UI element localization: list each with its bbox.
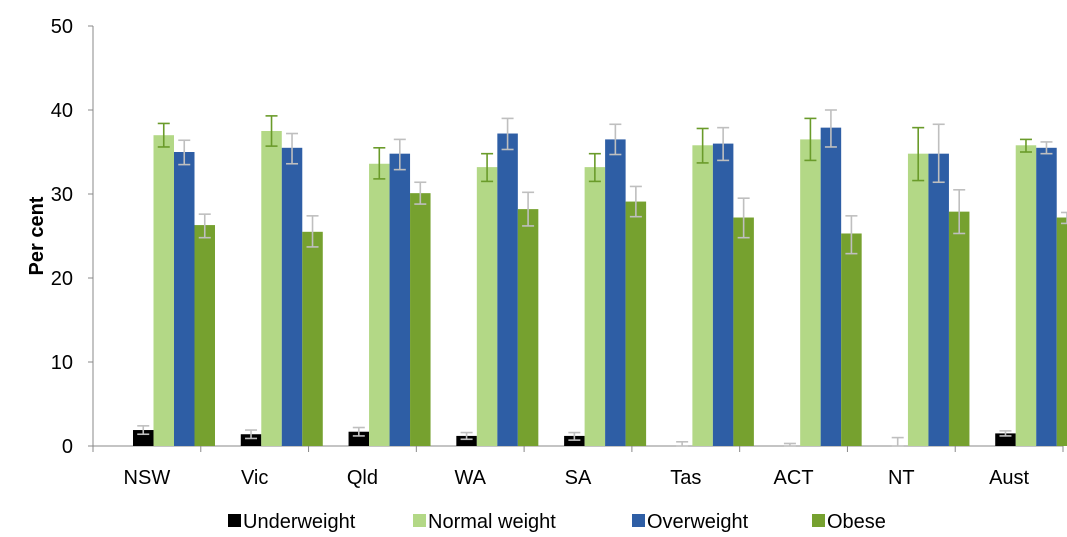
bar-normal-weight-nt — [907, 153, 929, 446]
y-tick-label: 20 — [51, 268, 73, 290]
error-bar — [568, 431, 581, 441]
error-bar — [157, 122, 170, 148]
x-tick-label: SA — [565, 467, 592, 489]
error-bar — [804, 117, 817, 162]
error-bar — [609, 123, 622, 156]
error-bar — [676, 440, 689, 447]
error-bar — [286, 132, 299, 165]
bar-normal-weight-sa — [584, 167, 606, 446]
x-tick-label: Qld — [347, 467, 378, 489]
legend-swatch — [632, 514, 645, 527]
y-tick-label: 30 — [51, 184, 73, 206]
bar-underweight-vic — [240, 434, 262, 446]
bar-normal-weight-aust — [1015, 145, 1037, 446]
bar-obese-aust — [1056, 217, 1067, 446]
error-bar — [460, 431, 473, 441]
bar-obese-qld — [410, 193, 431, 446]
legend-label: Obese — [827, 511, 886, 533]
error-bar — [178, 139, 191, 166]
bar-overweight-nsw — [174, 152, 195, 446]
bar-underweight-sa — [564, 435, 585, 446]
error-bar — [845, 215, 858, 255]
error-bar — [1019, 138, 1032, 153]
error-bar — [373, 147, 386, 180]
error-bar — [891, 436, 904, 447]
x-tick-label: Aust — [989, 467, 1029, 489]
x-tick-label: NT — [888, 467, 915, 489]
error-bar — [588, 152, 601, 183]
error-bar — [737, 197, 750, 239]
bar-normal-weight-vic — [261, 131, 282, 446]
y-tick-labels: 0 10 20 30 40 50 — [51, 16, 73, 458]
error-bar — [501, 117, 514, 151]
error-bar — [522, 191, 535, 227]
bar-normal-weight-wa — [476, 167, 498, 446]
bar-obese-wa — [517, 209, 539, 446]
bar-obese-vic — [302, 231, 323, 446]
bar-overweight-act — [820, 127, 842, 446]
legend-item-underweight: Underweight — [228, 511, 356, 533]
x-tick-label: WA — [454, 467, 486, 489]
bar-obese-sa — [625, 201, 647, 446]
error-bar — [265, 115, 278, 147]
error-bar — [306, 215, 319, 248]
bar-overweight-aust — [1036, 147, 1057, 447]
error-bar — [824, 109, 837, 148]
x-tick-labels: NSW Vic Qld WA SA Tas ACT NT Aust — [124, 467, 1030, 489]
error-bar — [352, 426, 365, 437]
error-bar — [717, 126, 730, 162]
bar-normal-weight-tas — [692, 145, 713, 446]
legend-item-obese: Obese — [812, 511, 886, 533]
y-tick-label: 0 — [62, 436, 73, 458]
error-bar — [999, 430, 1012, 437]
error-bar — [953, 189, 966, 235]
error-bar — [414, 181, 427, 205]
bar-obese-tas — [733, 217, 754, 446]
bar-underweight-wa — [456, 435, 477, 446]
error-bar — [696, 127, 709, 164]
legend-swatch — [413, 514, 426, 527]
bar-overweight-qld — [389, 153, 411, 446]
error-bar — [198, 213, 211, 239]
y-axis-label: Per cent — [26, 196, 48, 275]
error-bar — [629, 185, 642, 218]
x-tick-label: ACT — [774, 467, 814, 489]
legend-label: Overweight — [647, 511, 749, 533]
bar-normal-weight-act — [800, 139, 821, 446]
legend: Underweight Normal weight Overweight Obese — [228, 511, 886, 533]
error-bar — [783, 442, 796, 447]
bar-overweight-wa — [497, 133, 518, 446]
error-bar — [1040, 141, 1053, 155]
error-bar — [912, 126, 925, 182]
bars — [133, 127, 1067, 447]
bar-overweight-sa — [605, 139, 626, 446]
x-tick-label: Vic — [241, 467, 268, 489]
bar-normal-weight-nsw — [153, 135, 174, 446]
legend-item-overweight: Overweight — [632, 511, 749, 533]
bar-obese-nt — [948, 211, 970, 446]
y-tick-label: 10 — [51, 352, 73, 374]
bar-obese-act — [841, 233, 862, 446]
bar-overweight-vic — [281, 147, 303, 447]
x-tick-label: NSW — [124, 467, 171, 489]
legend-swatch — [228, 514, 241, 527]
error-bars — [137, 109, 1067, 447]
error-bar — [393, 138, 406, 171]
bar-overweight-tas — [712, 143, 734, 446]
bar-normal-weight-qld — [369, 163, 390, 446]
legend-label: Normal weight — [428, 511, 556, 533]
x-tick-label: Tas — [670, 467, 701, 489]
bar-obese-nsw — [194, 225, 215, 446]
bar-overweight-nt — [928, 153, 949, 446]
legend-item-normal-weight: Normal weight — [413, 511, 556, 533]
y-tick-label: 40 — [51, 100, 73, 122]
error-bar — [932, 123, 945, 184]
y-tick-label: 50 — [51, 16, 73, 38]
legend-swatch — [812, 514, 825, 527]
error-bar — [245, 429, 258, 440]
error-bar — [481, 152, 494, 183]
legend-label: Underweight — [243, 511, 356, 533]
error-bar — [137, 425, 150, 436]
